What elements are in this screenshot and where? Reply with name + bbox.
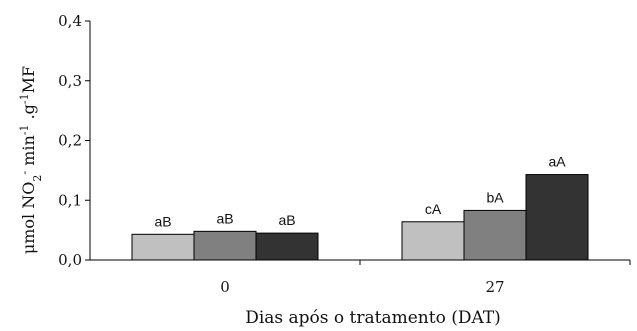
bar [255, 232, 319, 261]
y-tick-label: 0,1 [58, 191, 82, 209]
bar-data-label: aA [548, 154, 566, 170]
bar [463, 209, 527, 261]
y-axis: 0,0 0,1 0,2 0,3 0,4 [58, 12, 91, 269]
bar [401, 221, 465, 261]
bars [131, 174, 589, 261]
y-tick-label: 0,2 [58, 132, 82, 150]
y-tick-label: 0,4 [58, 12, 82, 30]
bar [525, 174, 589, 261]
bar-data-label: aB [278, 212, 295, 228]
bar [131, 233, 195, 261]
bar-data-label: aB [154, 213, 171, 229]
y-tick-label: 0,3 [58, 72, 82, 90]
x-tick-label: 0 [220, 278, 230, 296]
x-axis-title: Dias após o tratamento (DAT) [245, 308, 501, 328]
x-tick-label: 27 [485, 278, 504, 296]
y-tick-label: 0,0 [58, 251, 82, 269]
data-labels: aB aB aB cA bA aA [154, 154, 566, 230]
x-axis: 0 27 [90, 259, 631, 296]
y-axis-title: μmol NO2- min-1 .g-1MF [18, 66, 44, 254]
bar-data-label: aB [216, 210, 233, 226]
bar-data-label: cA [425, 201, 442, 217]
bar-data-label: bA [486, 189, 504, 205]
bar [193, 230, 257, 261]
